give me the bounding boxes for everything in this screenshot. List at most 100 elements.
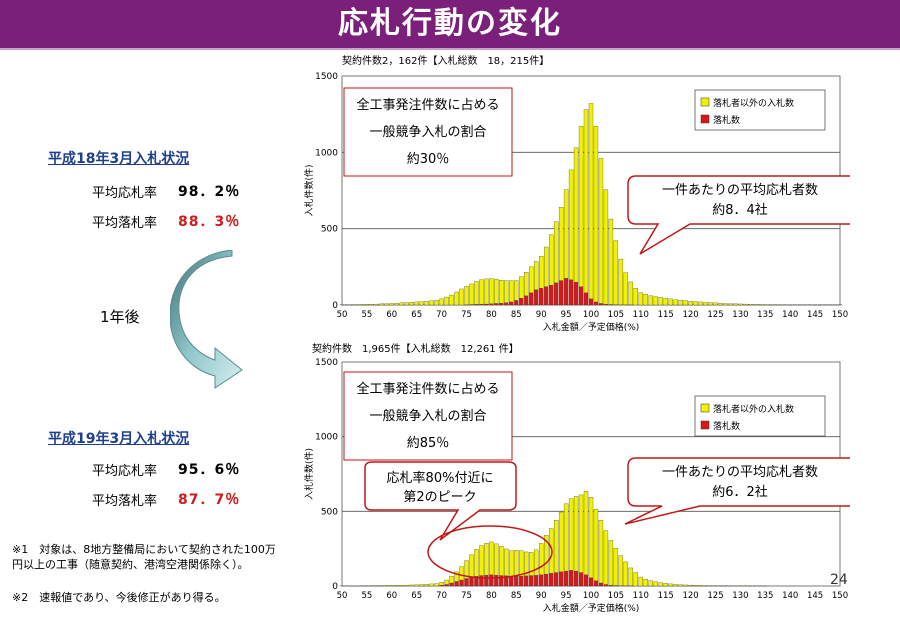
bar-won bbox=[469, 576, 474, 587]
bar-other bbox=[504, 548, 509, 576]
bar-other bbox=[544, 246, 549, 287]
legend-label: 落札数 bbox=[713, 420, 740, 432]
x-tick-label: 85 bbox=[511, 310, 522, 320]
bar-other bbox=[524, 272, 529, 296]
chart-2006: 契約件数2，162件【入札総数 18，215件】 0 500 1000 1500 50 55… bbox=[303, 54, 850, 333]
bar-other bbox=[668, 298, 673, 306]
bar-other bbox=[613, 240, 619, 305]
bar-won bbox=[598, 303, 604, 306]
bar-other bbox=[743, 303, 748, 306]
x-tick-label: 140 bbox=[782, 591, 798, 601]
bar-other bbox=[424, 584, 429, 587]
bar-won bbox=[494, 303, 499, 306]
curved-arrow-icon bbox=[170, 250, 243, 389]
x-tick-label: 120 bbox=[682, 310, 698, 320]
bar-won bbox=[583, 574, 589, 587]
bar-other bbox=[693, 585, 698, 587]
bar-won bbox=[494, 575, 499, 587]
bar-other bbox=[544, 535, 549, 575]
bar-other bbox=[419, 301, 424, 306]
bar-other bbox=[603, 530, 609, 585]
bar-other bbox=[593, 126, 599, 303]
second-peak-callout bbox=[364, 461, 517, 541]
title-divider bbox=[0, 48, 900, 50]
bar-other bbox=[608, 218, 614, 305]
h19-avg-win-value: 87．7％ bbox=[178, 492, 241, 508]
x-tick-label: 135 bbox=[757, 591, 773, 601]
bar-other bbox=[404, 584, 409, 587]
h19-avg-win-label: 平均落札率 bbox=[92, 494, 158, 509]
note-2: ※2 速報値であり、今後修正があり得る。 bbox=[12, 591, 226, 604]
bar-other bbox=[548, 528, 554, 574]
bar-other bbox=[568, 498, 574, 571]
bar-other bbox=[394, 585, 399, 587]
bar-other bbox=[489, 278, 494, 304]
h18-avg-win-label: 平均落札率 bbox=[92, 216, 158, 231]
x-tick-label: 130 bbox=[732, 310, 748, 320]
bar-won bbox=[568, 279, 574, 306]
chart-2007: 契約件数 1,965件【入札総数 12,261 件】 0 500 1000 1500 50… bbox=[303, 342, 850, 614]
bar-other bbox=[593, 508, 599, 581]
bar-other bbox=[429, 300, 434, 306]
bar-won bbox=[499, 303, 504, 306]
bar-other bbox=[553, 520, 559, 573]
bar-other bbox=[364, 304, 370, 306]
bar-other bbox=[678, 584, 683, 587]
bar-won bbox=[504, 302, 509, 306]
bar-other bbox=[698, 301, 703, 306]
avg-bidders-text: 約8．4社 bbox=[712, 202, 768, 218]
bar-other bbox=[618, 258, 624, 305]
bar-other bbox=[404, 302, 409, 306]
bar-won bbox=[583, 292, 589, 306]
bar-other bbox=[384, 303, 389, 306]
title-bar: 応札行動の変化 bbox=[0, 0, 900, 48]
bar-other bbox=[563, 503, 569, 572]
x-tick-label: 60 bbox=[386, 591, 397, 601]
h18-avg-bid-label: 平均応札率 bbox=[92, 186, 158, 201]
share-box-text: 全工事発注件数に占める bbox=[356, 381, 499, 397]
bar-other bbox=[494, 278, 499, 304]
bar-other bbox=[668, 583, 673, 587]
bar-other bbox=[678, 299, 683, 306]
bar-other bbox=[499, 546, 504, 576]
bar-other bbox=[389, 585, 394, 587]
y-tick-label: 1500 bbox=[315, 72, 338, 82]
bar-won bbox=[553, 572, 559, 587]
bar-other bbox=[738, 303, 743, 306]
y-tick-label: 0 bbox=[332, 301, 338, 311]
bar-other bbox=[578, 126, 584, 287]
note-1: ※1 対象は、8地方整備局において契約された100万円以上の工事（随意契約、港湾… bbox=[12, 543, 276, 571]
share-box-text: 一般競争入札の割合 bbox=[369, 408, 486, 424]
bar-won bbox=[539, 574, 544, 587]
h18-heading: 平成18年3月入札状況 bbox=[48, 151, 190, 167]
bar-other bbox=[598, 158, 604, 304]
x-tick-label: 120 bbox=[682, 591, 698, 601]
x-tick-label: 145 bbox=[807, 591, 823, 601]
bar-other bbox=[509, 550, 514, 577]
x-tick-label: 75 bbox=[461, 310, 472, 320]
bar-other bbox=[409, 302, 414, 306]
bar-other bbox=[728, 303, 733, 306]
legend-label: 落札者以外の入札数 bbox=[713, 403, 794, 415]
bar-other bbox=[359, 304, 365, 306]
bar-other bbox=[389, 303, 394, 306]
bar-other bbox=[608, 540, 614, 586]
x-tick-label: 115 bbox=[658, 310, 674, 320]
bar-other bbox=[643, 294, 648, 306]
bar-other bbox=[713, 302, 718, 306]
x-tick-label: 110 bbox=[633, 310, 649, 320]
bar-other bbox=[434, 583, 439, 587]
bar-other bbox=[633, 572, 638, 587]
bar-other bbox=[558, 207, 564, 281]
x-tick-label: 95 bbox=[561, 310, 572, 320]
bar-won bbox=[539, 288, 544, 306]
bar-won bbox=[509, 575, 514, 587]
bar-other bbox=[573, 147, 579, 283]
bar-other bbox=[623, 272, 629, 305]
bar-other bbox=[708, 302, 713, 306]
bar-won bbox=[603, 584, 609, 587]
bar-won bbox=[444, 584, 449, 587]
bar-other bbox=[519, 550, 524, 577]
x-tick-label: 130 bbox=[732, 591, 748, 601]
bar-won bbox=[519, 575, 524, 587]
